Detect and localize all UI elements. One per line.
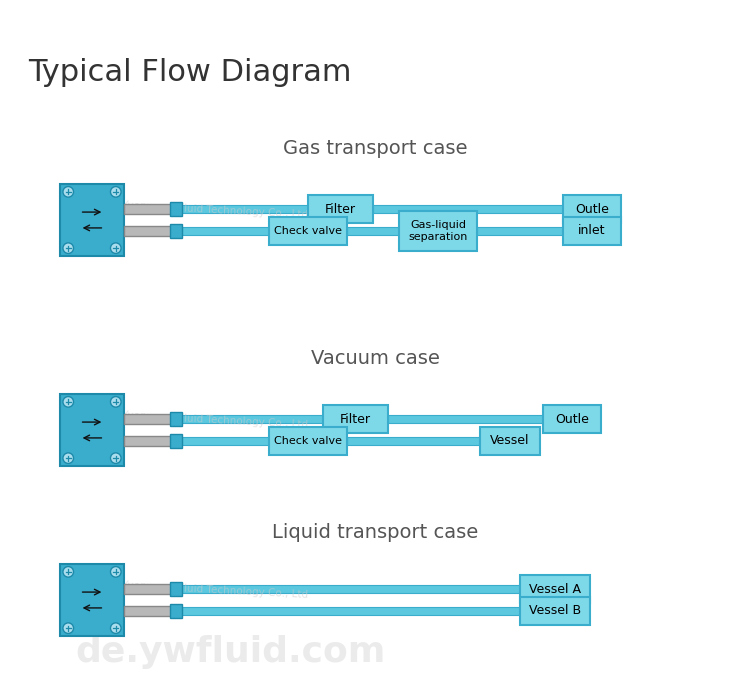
FancyBboxPatch shape — [124, 226, 175, 236]
Circle shape — [63, 623, 74, 634]
FancyBboxPatch shape — [347, 437, 480, 445]
FancyBboxPatch shape — [182, 415, 322, 423]
FancyBboxPatch shape — [60, 564, 124, 636]
Text: Vessel: Vessel — [490, 435, 530, 447]
FancyBboxPatch shape — [182, 437, 269, 445]
FancyBboxPatch shape — [543, 405, 601, 433]
FancyBboxPatch shape — [170, 224, 182, 238]
FancyBboxPatch shape — [182, 607, 520, 614]
Text: Check valve: Check valve — [274, 226, 342, 236]
Text: Check valve: Check valve — [274, 436, 342, 446]
Text: Outle: Outle — [575, 202, 609, 216]
Text: Vessel A: Vessel A — [529, 583, 581, 595]
FancyBboxPatch shape — [60, 184, 124, 256]
FancyBboxPatch shape — [124, 436, 175, 445]
Circle shape — [110, 453, 121, 464]
FancyBboxPatch shape — [170, 604, 182, 618]
FancyBboxPatch shape — [399, 210, 477, 251]
FancyBboxPatch shape — [269, 217, 347, 245]
Text: Gas transport case: Gas transport case — [283, 139, 467, 158]
Text: Vessel B: Vessel B — [529, 604, 581, 617]
FancyBboxPatch shape — [388, 415, 543, 423]
FancyBboxPatch shape — [322, 405, 388, 433]
FancyBboxPatch shape — [563, 217, 621, 245]
Text: Outle: Outle — [555, 413, 589, 426]
FancyBboxPatch shape — [477, 227, 563, 235]
FancyBboxPatch shape — [60, 394, 124, 466]
Text: Liquid transport case: Liquid transport case — [272, 523, 478, 541]
FancyBboxPatch shape — [520, 597, 590, 625]
FancyBboxPatch shape — [520, 575, 590, 603]
Text: Typical Flow Diagram: Typical Flow Diagram — [28, 58, 352, 87]
FancyBboxPatch shape — [563, 195, 621, 223]
FancyBboxPatch shape — [124, 204, 175, 214]
FancyBboxPatch shape — [170, 412, 182, 426]
FancyBboxPatch shape — [480, 427, 540, 455]
Circle shape — [63, 187, 74, 197]
Circle shape — [63, 566, 74, 577]
Text: Changzhou Yuanwang Fluid Technology Co., Ltd: Changzhou Yuanwang Fluid Technology Co.,… — [60, 196, 308, 219]
FancyBboxPatch shape — [124, 585, 175, 594]
Circle shape — [110, 566, 121, 577]
FancyBboxPatch shape — [124, 414, 175, 424]
FancyBboxPatch shape — [182, 585, 520, 593]
Text: inlet: inlet — [578, 224, 606, 238]
Circle shape — [63, 453, 74, 464]
FancyBboxPatch shape — [373, 205, 563, 213]
FancyBboxPatch shape — [182, 227, 269, 235]
Circle shape — [63, 397, 74, 407]
Circle shape — [110, 243, 121, 253]
FancyBboxPatch shape — [269, 427, 347, 455]
Text: Filter: Filter — [340, 413, 370, 426]
Text: de.ywfluid.com: de.ywfluid.com — [75, 635, 386, 669]
Text: Changzhou Yuanwang Fluid Technology Co., Ltd: Changzhou Yuanwang Fluid Technology Co.,… — [60, 576, 308, 600]
FancyBboxPatch shape — [170, 434, 182, 447]
Circle shape — [63, 243, 74, 253]
Circle shape — [110, 187, 121, 197]
Text: Filter: Filter — [325, 202, 356, 216]
Text: Changzhou Yuanwang Fluid Technology Co., Ltd: Changzhou Yuanwang Fluid Technology Co.,… — [60, 407, 308, 430]
FancyBboxPatch shape — [308, 195, 373, 223]
FancyBboxPatch shape — [170, 202, 182, 216]
Text: Vacuum case: Vacuum case — [310, 348, 440, 367]
FancyBboxPatch shape — [170, 583, 182, 596]
Circle shape — [110, 397, 121, 407]
Text: Gas-liquid
separation: Gas-liquid separation — [408, 220, 468, 242]
FancyBboxPatch shape — [124, 606, 175, 616]
Circle shape — [110, 623, 121, 634]
FancyBboxPatch shape — [182, 205, 308, 213]
FancyBboxPatch shape — [347, 227, 399, 235]
